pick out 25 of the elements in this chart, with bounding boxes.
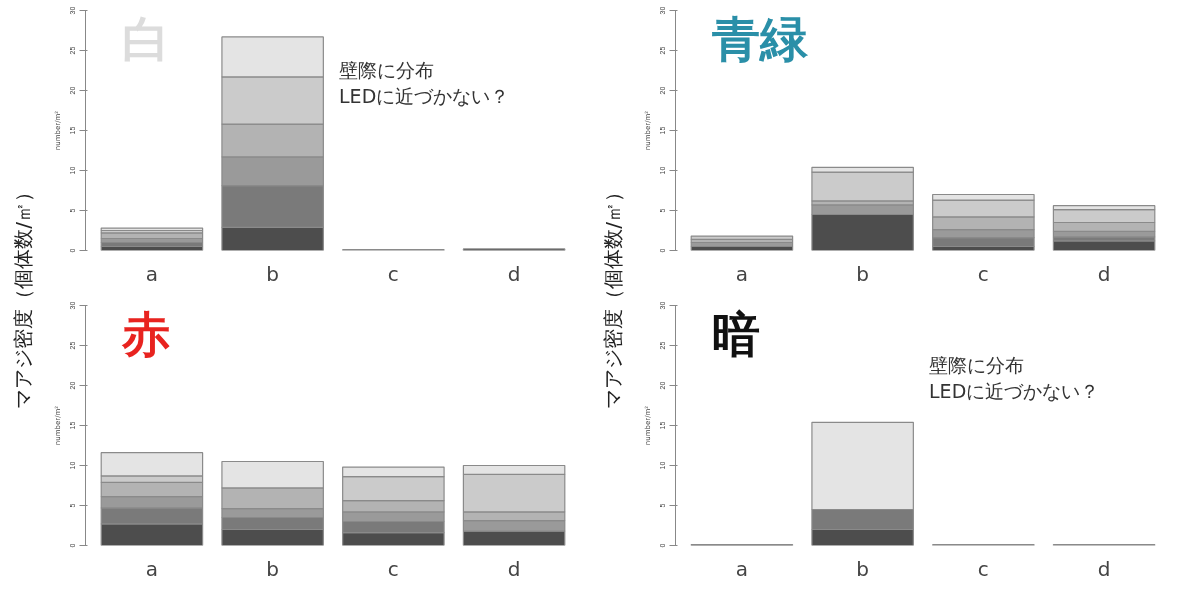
text: マアジ密度（個体数/㎡） <box>11 182 35 409</box>
x-tick-label: d <box>507 556 521 581</box>
x-tick-label: a <box>735 556 749 581</box>
annotation: 壁際に分布 LEDに近づかない？ <box>339 58 510 107</box>
x-tick-label: a <box>145 556 159 581</box>
x-tick-label: d <box>1097 556 1111 581</box>
x-tick-label: b <box>266 261 279 286</box>
chart-title: 赤 <box>120 305 170 362</box>
x-tick-label: c <box>387 556 399 581</box>
bar <box>811 171 914 202</box>
bar <box>690 235 794 240</box>
x-tick-label: d <box>507 261 521 286</box>
x-tick-label: c <box>977 556 989 581</box>
chart-title: 青緑 <box>710 10 809 67</box>
x-tick-label: a <box>145 261 159 286</box>
x-tick-label: d <box>1097 261 1111 286</box>
text: マアジ密度（個体数/㎡） <box>601 182 625 409</box>
x-tick-label: b <box>856 261 869 286</box>
chart-title: 暗 <box>711 305 760 362</box>
annotation: 壁際に分布 LEDに近づかない？ <box>929 353 1100 402</box>
x-tick-label: c <box>387 261 399 286</box>
x-tick-label: b <box>266 556 279 581</box>
x-tick-label: a <box>735 261 749 286</box>
x-tick-label: b <box>856 556 869 581</box>
x-tick-label: c <box>977 261 989 286</box>
